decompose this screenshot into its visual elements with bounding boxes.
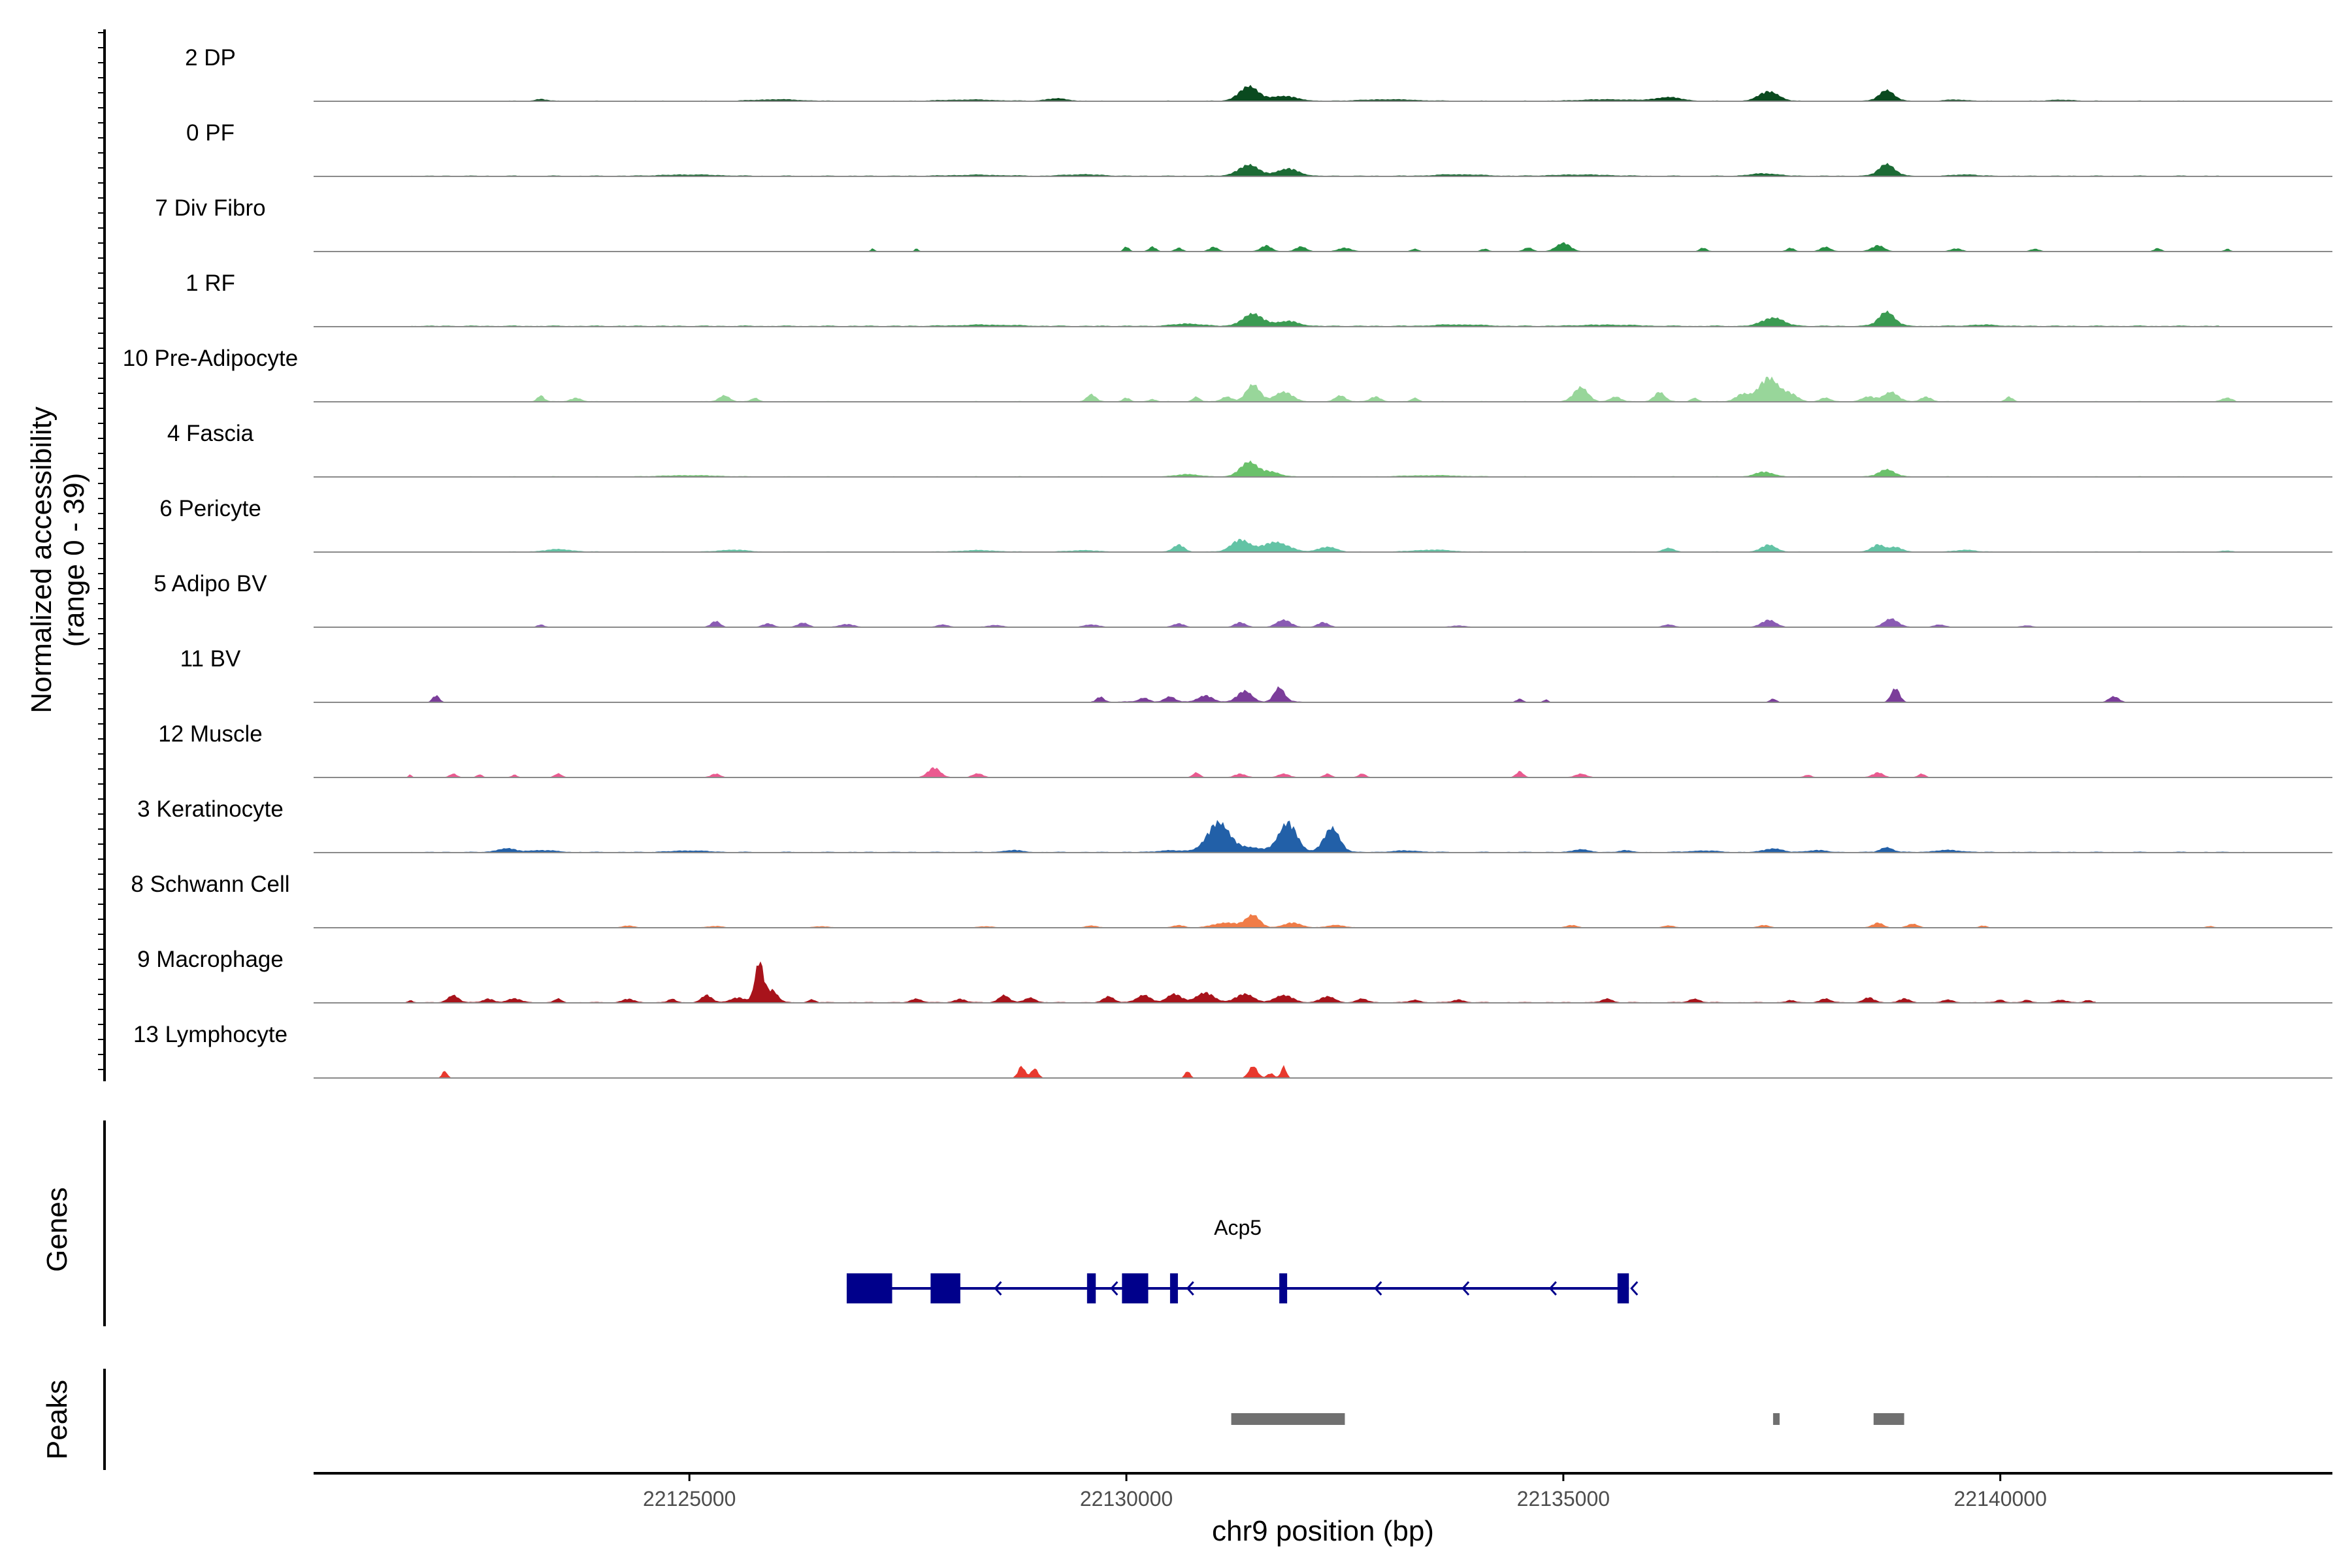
coverage-area (314, 961, 2332, 1003)
gene-exon (1086, 1273, 1096, 1303)
coverage-area (314, 310, 2332, 327)
gene-exon (1122, 1273, 1149, 1303)
track-label: 9 Macrophage (137, 947, 284, 972)
track-6: 6 Pericyte (159, 496, 2332, 553)
track-13: 13 Lymphocyte (133, 1022, 2332, 1079)
x-tick-label: 22125000 (643, 1487, 736, 1511)
strand-arrow (994, 1281, 1002, 1296)
coverage-tracks: 2 DP 0 PF 7 Div Fibro 1 RF 10 Pre-Adipocyte 4… (123, 45, 2332, 1079)
strand-arrow (1630, 1281, 1639, 1296)
gene-exon (930, 1273, 960, 1303)
gene-exon (1169, 1273, 1178, 1303)
y-axis-label-line1: Normalized accessibility (25, 406, 57, 713)
genes-track-label: Genes (41, 1187, 73, 1272)
track-label: 1 RF (186, 270, 235, 296)
track-label: 2 DP (185, 45, 236, 71)
strand-arrow (1374, 1281, 1382, 1296)
x-tick-label: 22130000 (1080, 1487, 1173, 1511)
track-label: 0 PF (186, 120, 235, 146)
coverage-area (314, 84, 2332, 101)
track-label: 12 Muscle (158, 721, 263, 747)
coverage-area (314, 820, 2332, 853)
gene-exon (846, 1273, 892, 1303)
peaks-track-label: Peaks (41, 1380, 73, 1460)
track-label: 10 Pre-Adipocyte (123, 346, 298, 371)
track-12: 9 Macrophage (137, 947, 2332, 1004)
x-tick-label: 22135000 (1517, 1487, 1610, 1511)
track-2: 7 Div Fibro (155, 195, 2332, 252)
peak-region (1772, 1413, 1780, 1425)
left-axes (98, 29, 106, 1470)
track-label: 11 BV (180, 646, 241, 672)
coverage-area (314, 538, 2332, 552)
coverage-area (314, 686, 2332, 702)
track-label: 6 Pericyte (159, 496, 261, 521)
strand-arrow (1186, 1281, 1194, 1296)
coverage-area (314, 1065, 2332, 1078)
coverage-area (314, 242, 2332, 252)
peak-region (1231, 1413, 1345, 1425)
x-axis-label: chr9 position (bp) (1212, 1515, 1434, 1547)
coverage-area (314, 460, 2332, 477)
strand-arrow (1462, 1281, 1470, 1296)
coverage-area (314, 767, 2332, 777)
track-8: 11 BV (180, 646, 2332, 703)
track-10: 3 Keratinocyte (137, 796, 2332, 853)
x-axis: 22125000 22130000 22135000 22140000 (314, 1472, 2332, 1511)
track-label: 8 Schwann Cell (131, 872, 289, 897)
coverage-area (314, 376, 2332, 402)
coverage-area (314, 163, 2332, 176)
strand-arrow (1110, 1281, 1119, 1296)
coverage-area (314, 914, 2332, 928)
track-label: 3 Keratinocyte (137, 796, 284, 822)
track-label: 5 Adipo BV (154, 571, 267, 596)
gene-exon (1279, 1273, 1288, 1303)
track-0: 2 DP (185, 45, 2332, 102)
peak-region (1873, 1413, 1904, 1425)
track-label: 7 Div Fibro (155, 195, 265, 221)
track-label: 13 Lymphocyte (133, 1022, 287, 1047)
track-5: 4 Fascia (167, 421, 2332, 478)
track-1: 0 PF (186, 120, 2332, 177)
y-axis-label-line2: (range 0 - 39) (58, 473, 90, 647)
gene-exon (1617, 1273, 1629, 1303)
track-11: 8 Schwann Cell (131, 872, 2332, 928)
coverage-area (314, 618, 2332, 627)
gene-track: Acp5 (846, 1216, 1639, 1303)
track-4: 10 Pre-Adipocyte (123, 346, 2332, 402)
strand-arrow (1548, 1281, 1557, 1296)
track-9: 12 Muscle (158, 721, 2332, 778)
track-label: 4 Fascia (167, 421, 254, 446)
x-tick-label: 22140000 (1954, 1487, 2047, 1511)
peaks-track (1231, 1413, 1904, 1425)
track-7: 5 Adipo BV (154, 571, 2332, 628)
gene-name-label: Acp5 (1214, 1216, 1262, 1239)
track-3: 1 RF (186, 270, 2332, 327)
